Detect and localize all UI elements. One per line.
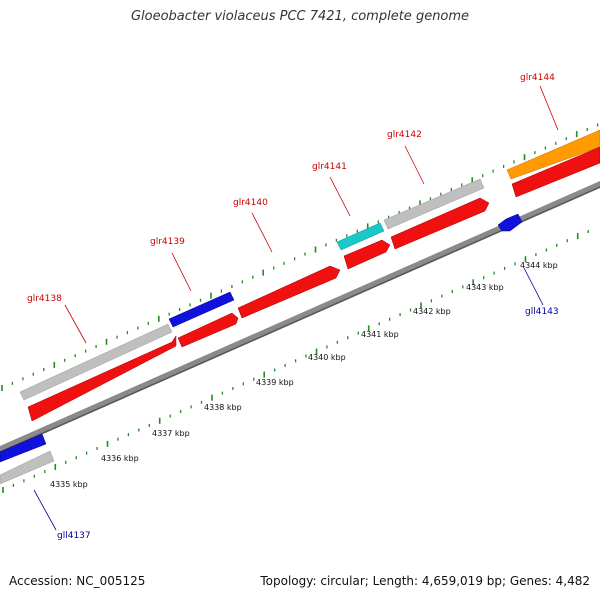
- inner-tick-track: [2, 230, 589, 493]
- gene-label-glr4140[interactable]: glr4140: [233, 198, 268, 208]
- genome-backbone: [0, 181, 600, 451]
- gene-label-gll4143[interactable]: gll4143: [525, 307, 559, 317]
- gene-label-gll4137[interactable]: gll4137: [57, 531, 91, 541]
- genome-backbone-shadow: [0, 186, 600, 453]
- topology-text: Topology: circular; Length: 4,659,019 bp…: [260, 574, 590, 588]
- scale-label-4338: 4338 kbp: [204, 403, 242, 412]
- cds-arrow-glr4142: [390, 197, 490, 250]
- scale-label-4335: 4335 kbp: [50, 480, 88, 489]
- feature-bar-grey-outer-1: [19, 323, 173, 401]
- callout-glr4142: [404, 145, 425, 185]
- scale-label-4336: 4336 kbp: [101, 454, 139, 463]
- scale-label-4344: 4344 kbp: [520, 261, 558, 270]
- callout-glr4144: [539, 85, 559, 131]
- gene-label-glr4139[interactable]: glr4139: [150, 237, 185, 247]
- callout-glr4139: [171, 252, 192, 292]
- callout-gll4143: [523, 267, 544, 306]
- feature-bar-blue-outer-2: [0, 433, 47, 463]
- gene-label-glr4142[interactable]: glr4142: [387, 130, 422, 140]
- feature-bar-cyan-outer-1: [336, 222, 385, 251]
- cds-arrow-glr4141: [343, 239, 391, 270]
- feature-bar-orange-outer-1: [506, 129, 600, 180]
- cds-arrow-glr4144: [511, 146, 600, 198]
- accession-text: Accession: NC_005125: [9, 574, 146, 588]
- feature-bar-grey-outer-2: [383, 178, 485, 230]
- scale-label-4343: 4343 kbp: [466, 283, 504, 292]
- callout-glr4141: [329, 176, 351, 217]
- callout-gll4137: [33, 489, 57, 531]
- outer-tick-track: [1, 123, 599, 391]
- scale-label-4337: 4337 kbp: [152, 429, 190, 438]
- callout-glr4140: [251, 212, 273, 253]
- gene-label-glr4138[interactable]: glr4138: [27, 294, 62, 304]
- cds-arrow-gll4143: [497, 213, 523, 232]
- map-title: Gloeobacter violaceus PCC 7421, complete…: [130, 9, 470, 24]
- gene-label-glr4144[interactable]: glr4144: [520, 73, 555, 83]
- cds-arrow-glr4138: [27, 335, 177, 422]
- scale-label-4341: 4341 kbp: [361, 330, 399, 339]
- feature-bar-blue-outer-1: [168, 291, 235, 328]
- scale-label-4339: 4339 kbp: [256, 378, 294, 387]
- feature-bar-grey-outer-3: [0, 450, 55, 485]
- cds-arrow-glr4139: [177, 312, 239, 348]
- scale-label-4342: 4342 kbp: [413, 307, 451, 316]
- callout-glr4138: [64, 304, 87, 344]
- gene-label-glr4141[interactable]: glr4141: [312, 162, 347, 172]
- cds-arrow-glr4140: [237, 265, 341, 319]
- scale-label-4340: 4340 kbp: [308, 353, 346, 362]
